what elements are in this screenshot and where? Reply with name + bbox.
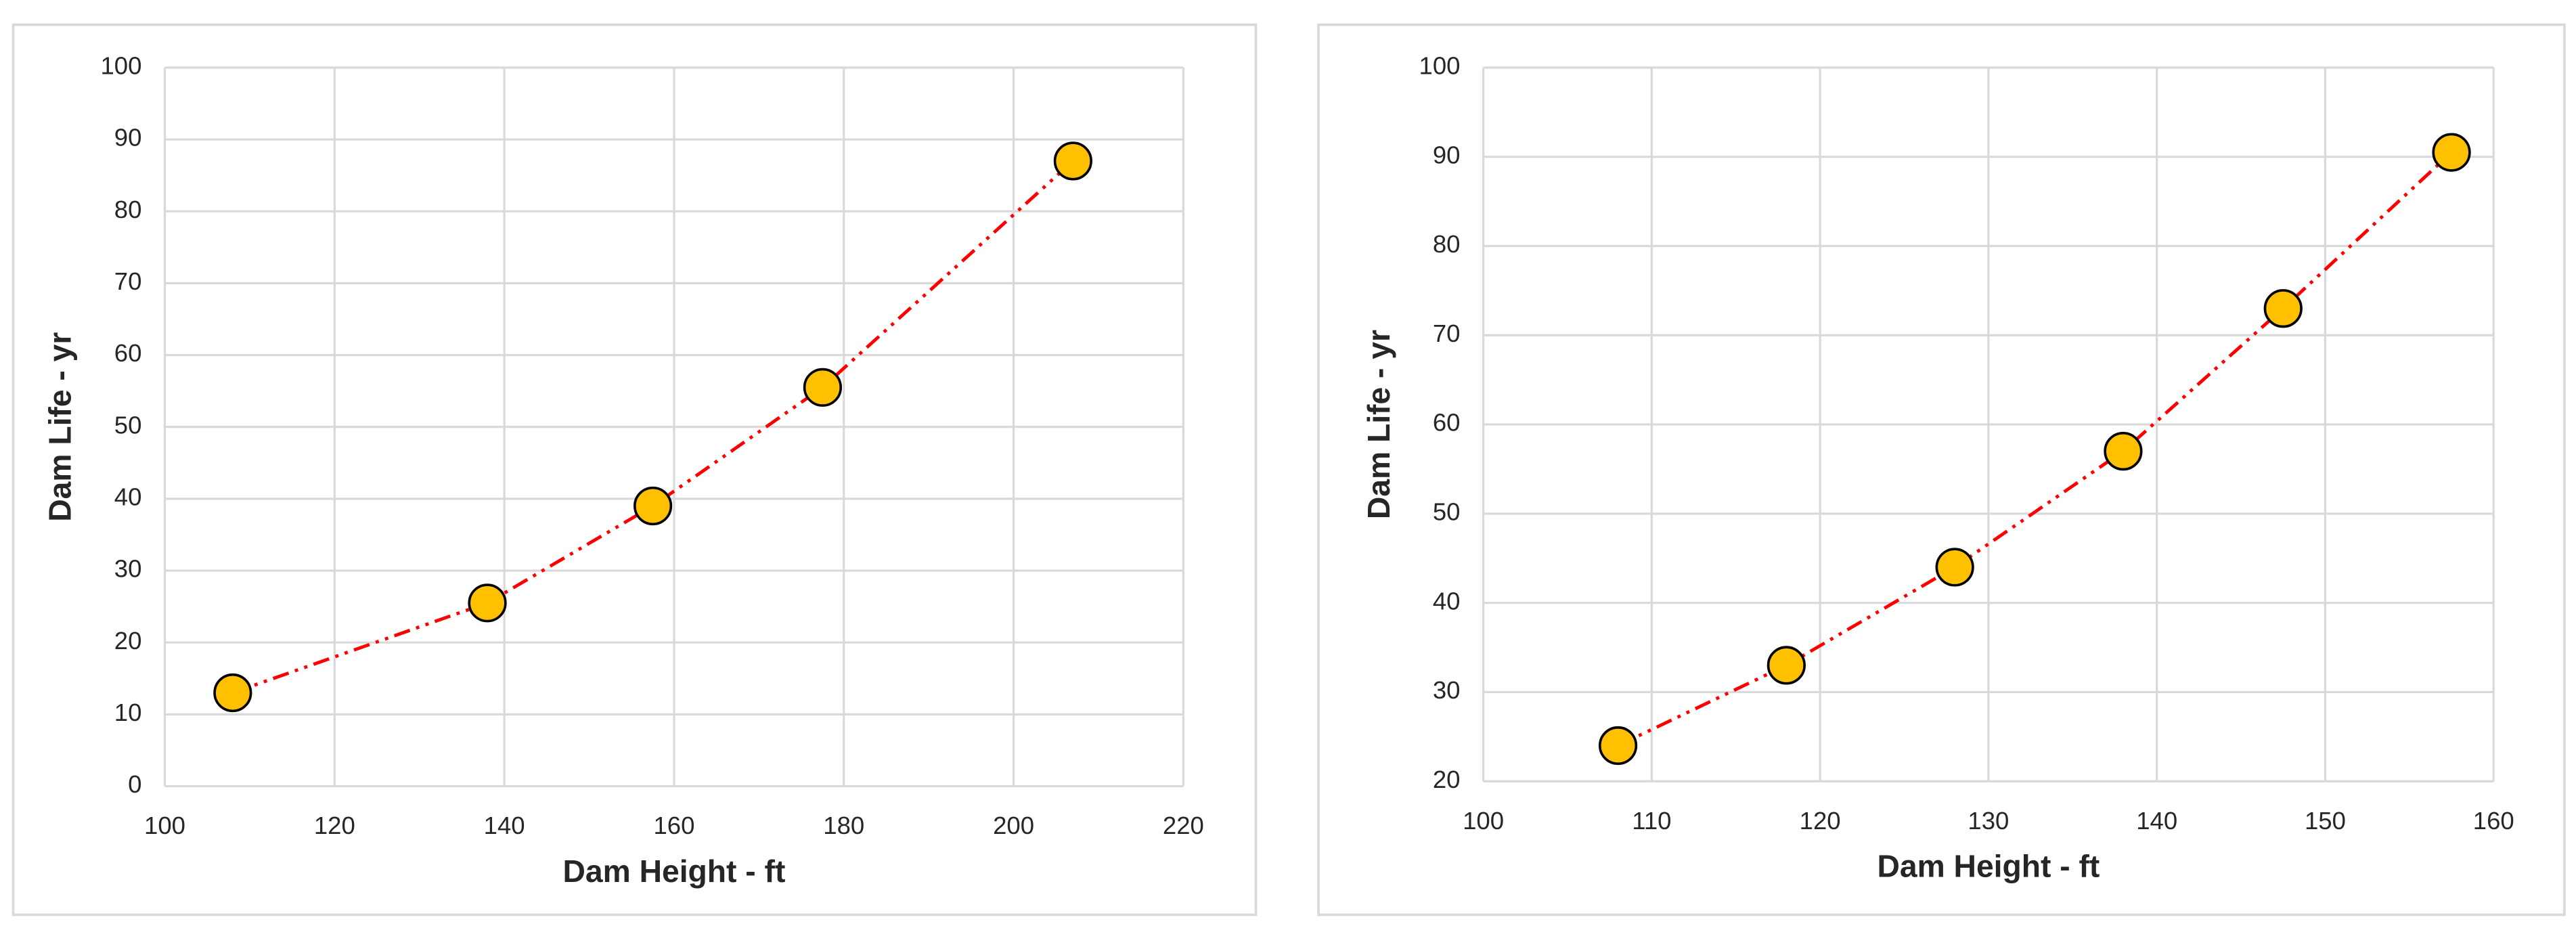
y-tick-label: 40 <box>1433 587 1461 615</box>
y-tick-label: 0 <box>128 770 141 798</box>
y-tick-label: 70 <box>1433 319 1461 347</box>
x-axis-title: Dam Height - ft <box>1877 849 2100 884</box>
y-tick-label: 30 <box>114 555 142 583</box>
y-axis-title: Dam Life - yr <box>43 332 78 522</box>
chart-frame <box>12 23 1258 916</box>
trendline <box>1617 151 2453 747</box>
x-tick-label: 120 <box>1800 807 1841 835</box>
x-tick-label: 100 <box>144 812 185 839</box>
x-tick-label: 160 <box>2473 807 2514 835</box>
point <box>468 583 507 623</box>
y-axis-title: Dam Life - yr <box>1361 330 1396 519</box>
point <box>2104 431 2143 471</box>
x-tick-label: 160 <box>653 812 694 839</box>
y-tick-label: 80 <box>114 196 142 223</box>
x-tick-label: 180 <box>823 812 864 839</box>
point <box>1935 548 1974 587</box>
y-tick-label: 100 <box>100 52 141 80</box>
point <box>1598 726 1638 766</box>
y-tick-label: 40 <box>114 483 142 511</box>
point <box>633 486 673 526</box>
chart-frame <box>1317 23 2566 916</box>
y-tick-label: 100 <box>1419 52 1461 80</box>
x-tick-label: 150 <box>2305 807 2346 835</box>
x-tick-label: 140 <box>2136 807 2177 835</box>
x-axis-title: Dam Height - ft <box>562 854 785 889</box>
y-tick-label: 50 <box>1433 498 1461 525</box>
point <box>2432 133 2471 172</box>
x-tick-label: 100 <box>1463 807 1504 835</box>
point <box>213 673 252 713</box>
y-tick-label: 70 <box>114 267 142 295</box>
y-tick-label: 60 <box>1433 409 1461 437</box>
y-tick-label: 80 <box>1433 230 1461 258</box>
y-tick-label: 60 <box>114 339 142 367</box>
y-tick-label: 10 <box>114 699 142 726</box>
x-tick-label: 130 <box>1968 807 2009 835</box>
point <box>1767 646 1806 685</box>
y-tick-label: 50 <box>114 411 142 439</box>
point <box>1053 141 1092 181</box>
y-tick-label: 20 <box>114 627 142 655</box>
point <box>803 368 843 407</box>
x-tick-label: 200 <box>993 812 1034 839</box>
x-tick-label: 110 <box>1632 807 1671 835</box>
y-tick-label: 20 <box>1433 766 1461 793</box>
y-tick-label: 90 <box>1433 141 1461 169</box>
y-tick-label: 90 <box>114 124 142 152</box>
x-tick-label: 140 <box>484 812 525 839</box>
point <box>2263 289 2303 328</box>
y-tick-label: 30 <box>1433 676 1461 704</box>
x-tick-label: 120 <box>314 812 355 839</box>
x-tick-label: 220 <box>1163 812 1204 839</box>
